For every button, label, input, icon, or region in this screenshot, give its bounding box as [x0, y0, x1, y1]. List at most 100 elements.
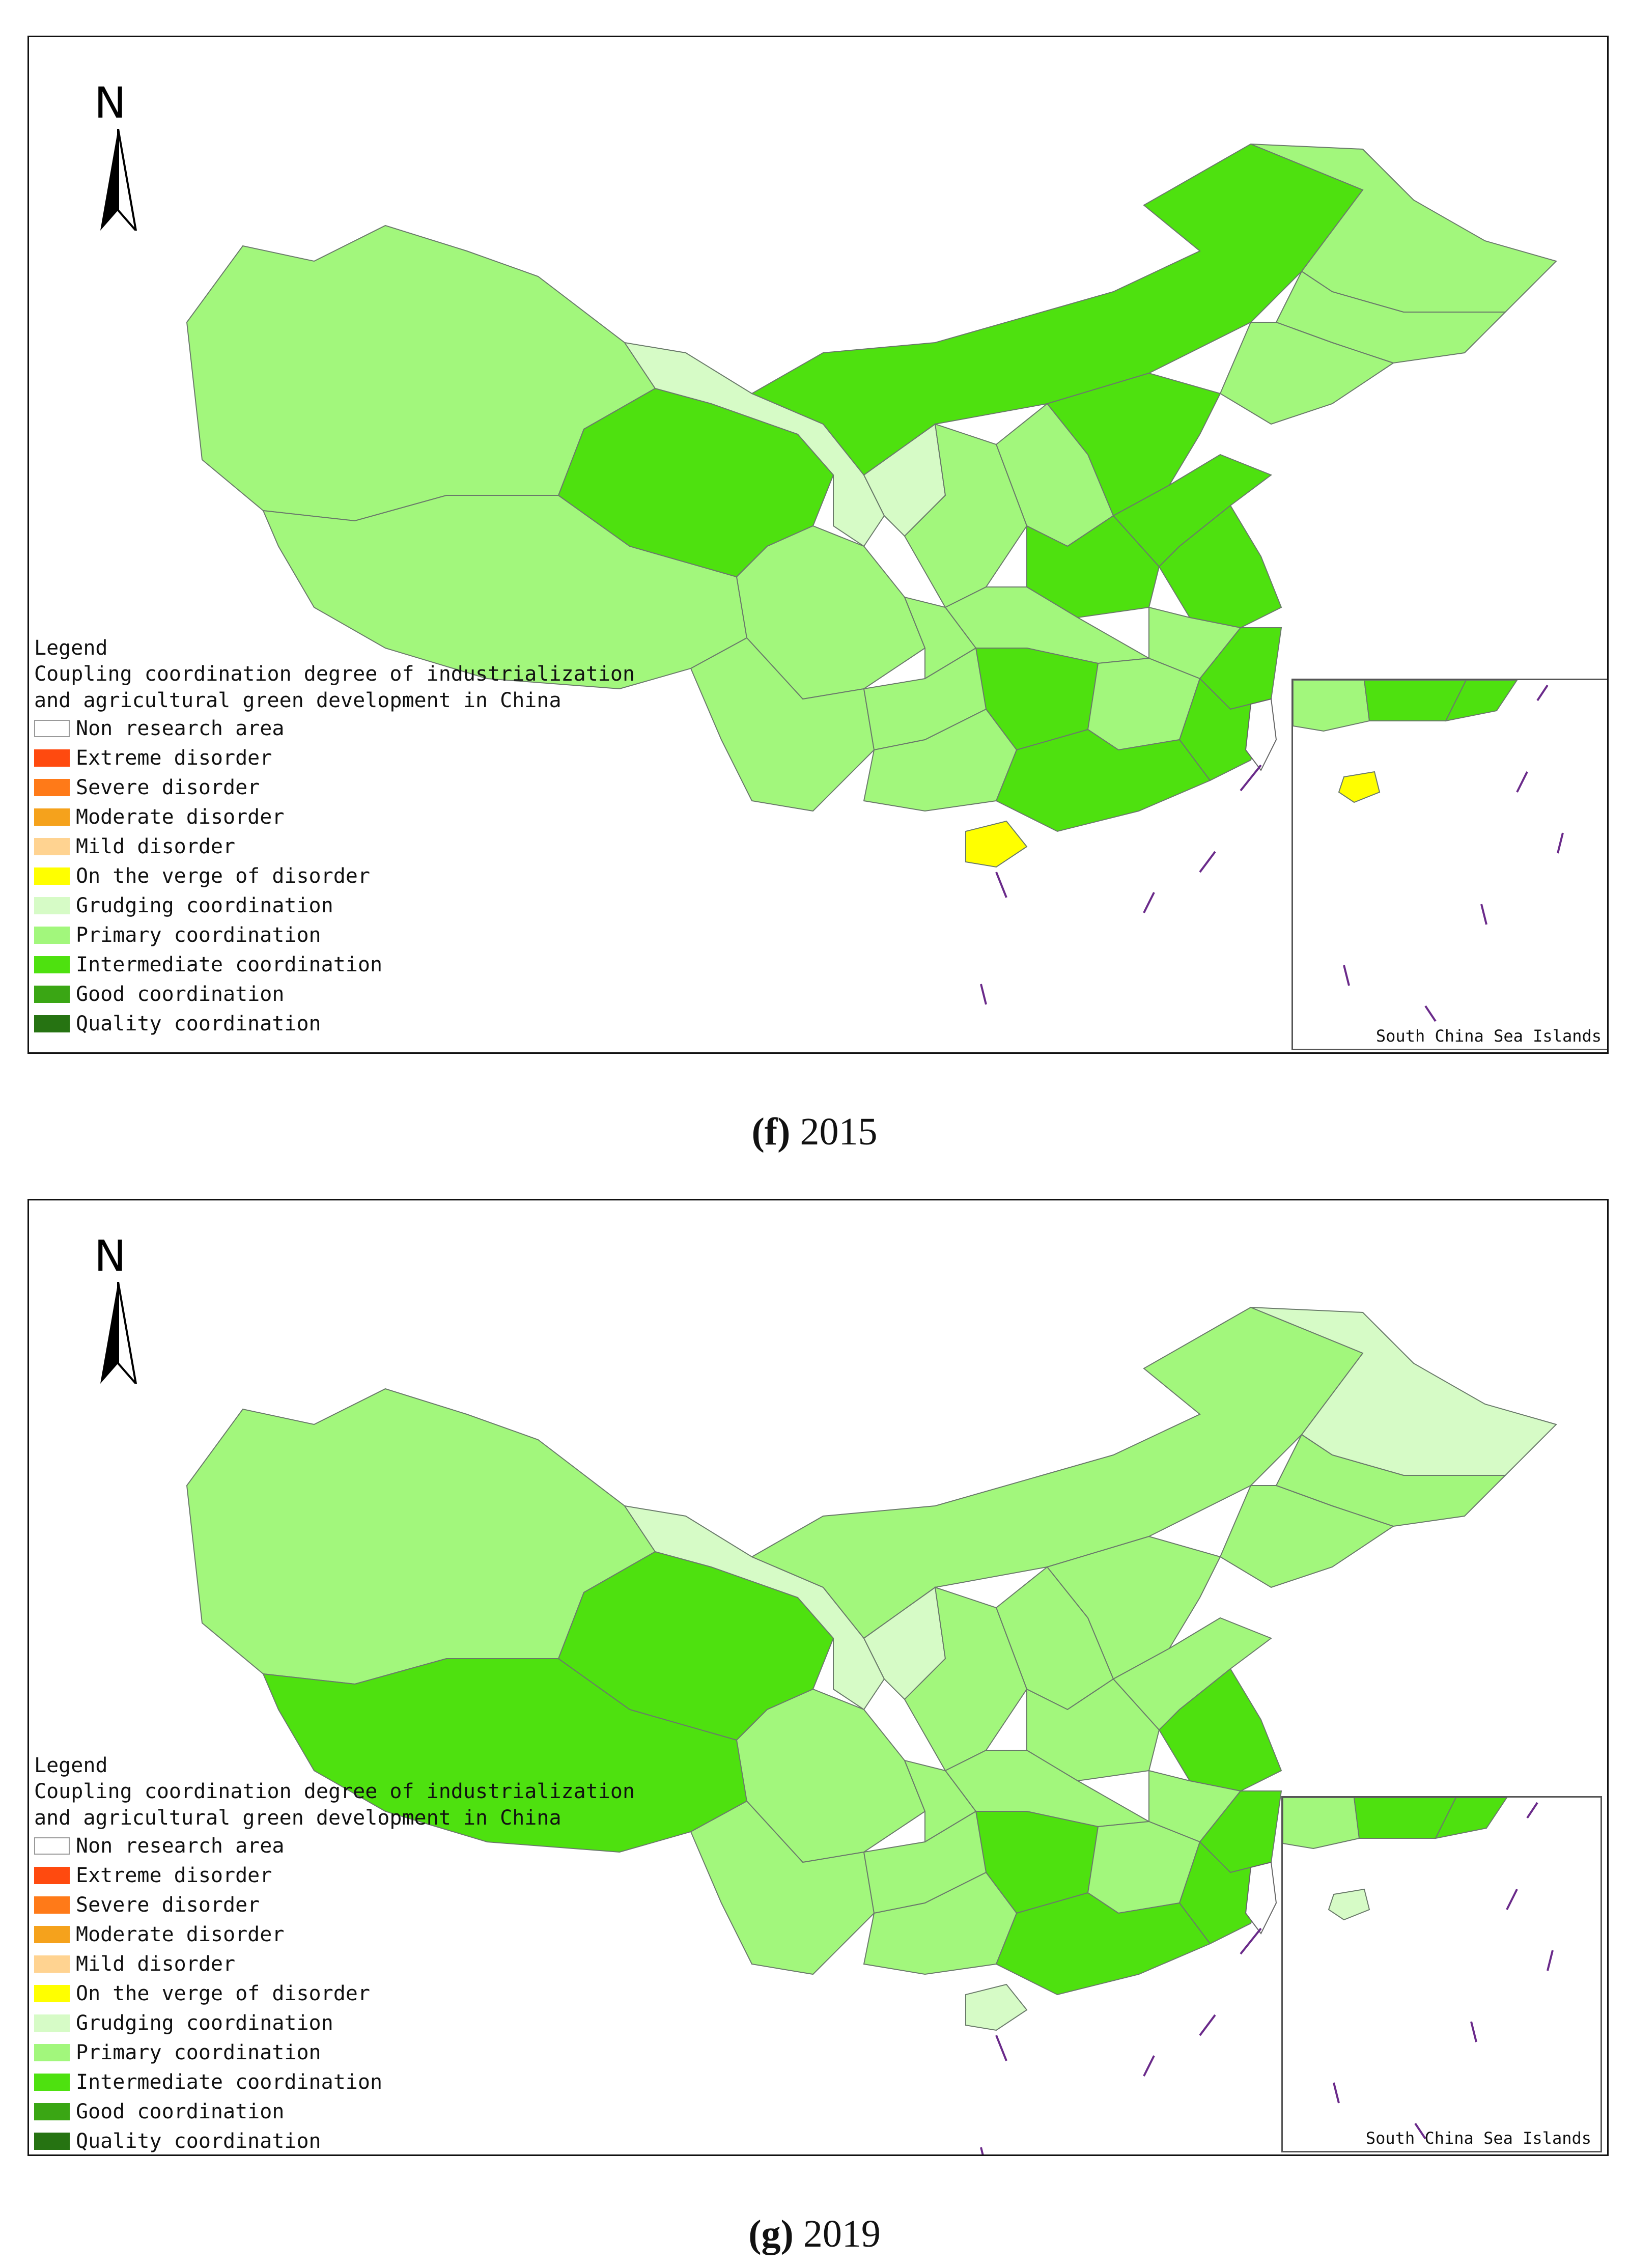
legend-label: Severe disorder: [76, 1893, 260, 1917]
legend-item: Non research area: [34, 1831, 635, 1861]
taiwan-outline: [1245, 698, 1277, 771]
inset-province-hainan: [1338, 771, 1381, 803]
boundary-dash: [1516, 771, 1528, 793]
legend-label: Moderate disorder: [76, 805, 285, 829]
boundary-dash: [1526, 1802, 1538, 1819]
legend-item: Primary coordination: [34, 920, 635, 950]
legend-label: Mild disorder: [76, 835, 236, 858]
legend-label: On the verge of disorder: [76, 864, 370, 888]
boundary-dash: [1470, 2021, 1477, 2042]
north-arrow: N: [80, 78, 161, 231]
south-china-sea-inset: South China Sea Islands: [1281, 1796, 1602, 2152]
legend-label: Extreme disorder: [76, 1864, 272, 1887]
legend-item: Primary coordination: [34, 2038, 635, 2067]
taiwan-outline: [1245, 1861, 1277, 1935]
legend-item: On the verge of disorder: [34, 861, 635, 891]
boundary-dash: [1506, 1889, 1518, 1910]
south-china-sea-inset: South China Sea Islands: [1291, 679, 1607, 1050]
legend-item: Grudging coordination: [34, 891, 635, 920]
map-panel-2015: N Legend Coupling coordination degree of…: [27, 36, 1609, 1153]
legend-swatch: [34, 927, 70, 944]
map-panel-2019: N Legend Coupling coordination degree of…: [0, 1199, 1629, 2268]
legend-item: On the verge of disorder: [34, 1979, 635, 2008]
boundary-dash: [1536, 684, 1549, 702]
boundary-dash: [1480, 904, 1487, 925]
province-liaoning: [1219, 1485, 1395, 1588]
inset-label: South China Sea Islands: [1375, 1026, 1602, 1046]
map-frame: N Legend Coupling coordination degree of…: [27, 36, 1609, 1054]
legend-swatch: [34, 808, 70, 826]
legend-label: Quality coordination: [76, 1012, 321, 1035]
north-label: N: [94, 1231, 126, 1281]
north-arrow-icon: [100, 129, 137, 231]
legend-label: Intermediate coordination: [76, 953, 383, 976]
legend-title: Legend: [34, 636, 108, 660]
boundary-dash: [1199, 2014, 1216, 2036]
boundary-dash: [995, 2035, 1007, 2061]
province-guangdong: [995, 1892, 1211, 1996]
legend-label: On the verge of disorder: [76, 1982, 370, 2005]
legend-label: Grudging coordination: [76, 2011, 333, 2035]
legend-label: Grudging coordination: [76, 894, 333, 917]
legend-swatch: [34, 956, 70, 973]
legend-label: Non research area: [76, 717, 285, 740]
inset-label: South China Sea Islands: [1365, 2129, 1591, 2148]
legend-label: Non research area: [76, 1834, 285, 1858]
boundary-dash: [1240, 1927, 1262, 1955]
legend-subtitle-2: and agricultural green development in Ch…: [34, 1806, 561, 1830]
legend-swatch: [34, 2103, 70, 2120]
legend-item: Mild disorder: [34, 1949, 635, 1979]
caption-letter: (f): [751, 1110, 791, 1153]
legend-item: Good coordination: [34, 979, 635, 1009]
boundary-dash: [1547, 1950, 1554, 1971]
legend-item: Moderate disorder: [34, 1920, 635, 1949]
legend-items: Non research area Extreme disorder Severe …: [34, 714, 635, 1039]
north-arrow: N: [80, 1231, 161, 1384]
china-map: [186, 1306, 1557, 2154]
legend-title: Legend: [34, 1754, 108, 1777]
boundary-dash: [1333, 2082, 1340, 2104]
map-caption: (g) 2019: [0, 2212, 1629, 2256]
legend-label: Good coordination: [76, 2100, 285, 2123]
legend-item: Non research area: [34, 714, 635, 743]
legend-swatch: [34, 1837, 70, 1855]
legend-swatch: [34, 749, 70, 767]
legend: Legend Coupling coordination degree of i…: [34, 1753, 635, 2154]
legend-item: Intermediate coordination: [34, 950, 635, 979]
legend-item: Intermediate coordination: [34, 2067, 635, 2097]
legend-item: Grudging coordination: [34, 2008, 635, 2038]
legend: Legend Coupling coordination degree of i…: [34, 635, 635, 1039]
legend-swatch: [34, 1015, 70, 1032]
china-map: [186, 143, 1557, 1005]
legend-label: Mild disorder: [76, 1952, 236, 1976]
legend-swatch: [34, 2044, 70, 2061]
legend-label: Intermediate coordination: [76, 2070, 383, 2094]
inset-province-guangxi: [1283, 1798, 1360, 1850]
legend-swatch: [34, 897, 70, 914]
legend-swatch: [34, 2014, 70, 2032]
legend-swatch: [34, 1955, 70, 1973]
legend-item: Quality coordination: [34, 1009, 635, 1039]
legend-item: Moderate disorder: [34, 802, 635, 832]
legend-swatch: [34, 720, 70, 737]
boundary-dash: [1343, 965, 1350, 986]
caption-year: 2019: [803, 2213, 881, 2255]
boundary-dash: [1240, 764, 1262, 792]
boundary-dash: [1199, 851, 1216, 873]
legend-swatch: [34, 838, 70, 855]
legend-label: Extreme disorder: [76, 746, 272, 770]
legend-swatch: [34, 1985, 70, 2002]
boundary-dash: [1414, 2122, 1426, 2140]
legend-item: Extreme disorder: [34, 1861, 635, 1890]
inset-province-fujian: [1445, 680, 1518, 722]
legend-label: Good coordination: [76, 983, 285, 1006]
legend-item: Extreme disorder: [34, 743, 635, 773]
north-label: N: [94, 78, 126, 128]
legend-swatch: [34, 1896, 70, 1914]
caption-letter: (g): [748, 2213, 794, 2255]
legend-label: Moderate disorder: [76, 1923, 285, 1946]
inset-province-fujian: [1435, 1798, 1508, 1839]
legend-swatch: [34, 867, 70, 885]
legend-items: Non research area Extreme disorder Severe …: [34, 1831, 635, 2154]
legend-label: Severe disorder: [76, 776, 260, 799]
